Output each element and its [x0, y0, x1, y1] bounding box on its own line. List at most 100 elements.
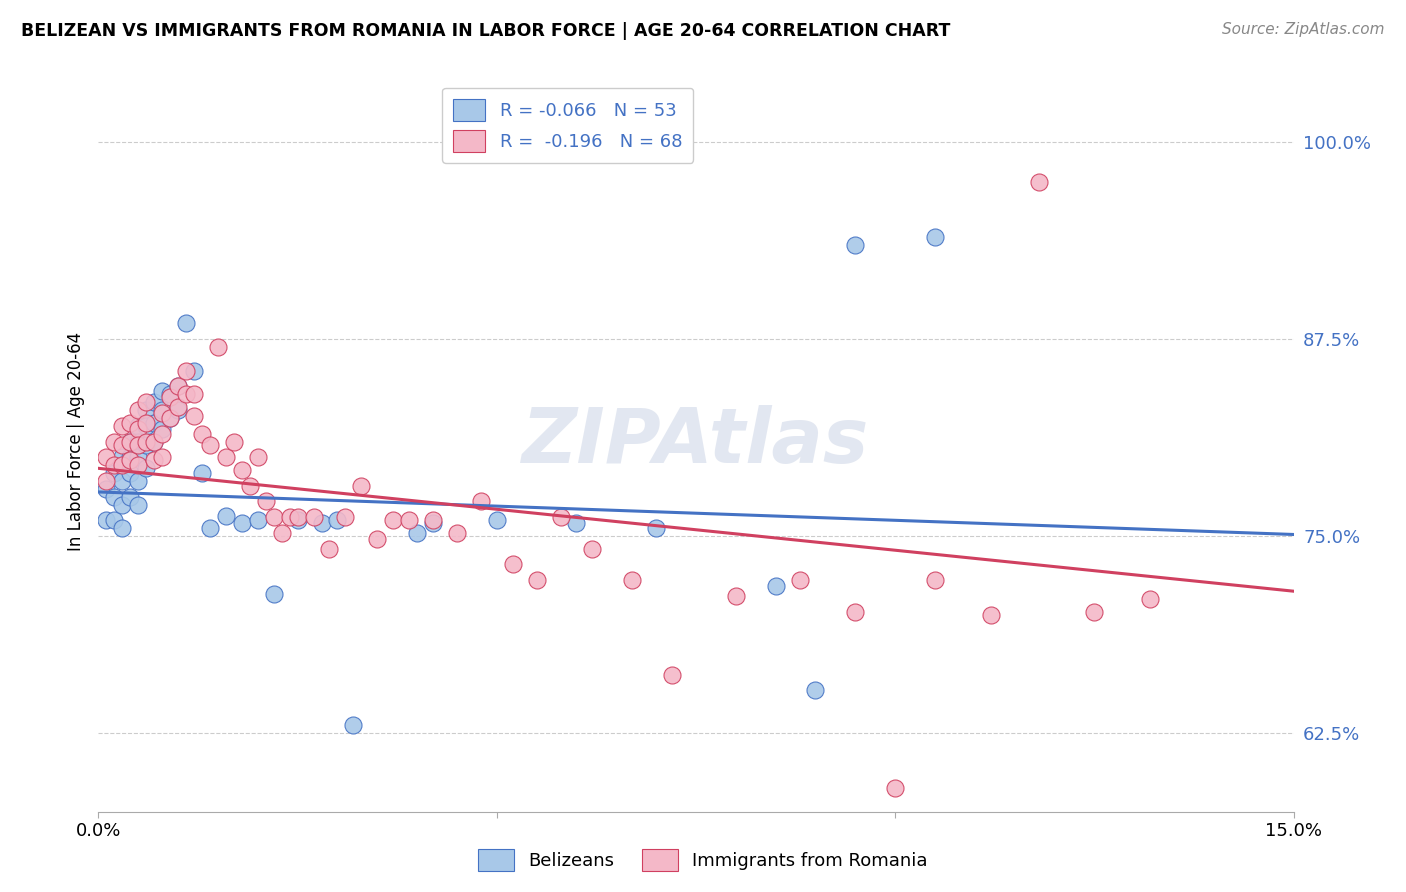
Point [143, 453, 166, 467]
Point [111, 474, 134, 488]
Point [159, 387, 181, 401]
Point [103, 490, 125, 504]
Point [96, 474, 118, 488]
Point [120, 453, 142, 467]
Point [150, 450, 173, 465]
Point [127, 450, 149, 465]
Point [191, 426, 214, 441]
Point [382, 513, 405, 527]
Point [1083, 605, 1105, 619]
Point [231, 463, 253, 477]
Point [174, 317, 197, 331]
Point [398, 513, 420, 527]
Point [422, 513, 444, 527]
Point [844, 237, 866, 252]
Point [143, 434, 166, 449]
Point [135, 395, 157, 409]
Point [150, 426, 173, 441]
Point [183, 387, 205, 401]
Point [127, 458, 149, 472]
Point [150, 406, 173, 420]
Point [924, 573, 946, 587]
Point [127, 418, 149, 433]
Point [254, 494, 277, 508]
Point [246, 450, 269, 465]
Point [127, 498, 149, 512]
Point [150, 384, 173, 398]
Point [844, 605, 866, 619]
Point [318, 541, 340, 556]
Point [470, 494, 492, 508]
Point [191, 466, 214, 480]
Point [111, 418, 134, 433]
Point [215, 450, 238, 465]
Point [645, 521, 668, 535]
Point [326, 513, 349, 527]
Point [120, 434, 142, 449]
Point [446, 525, 468, 540]
Text: ZIPAtlas: ZIPAtlas [522, 405, 870, 478]
Point [581, 541, 603, 556]
Point [135, 416, 157, 430]
Point [215, 508, 238, 523]
Point [159, 391, 181, 405]
Point [207, 340, 229, 354]
Point [239, 478, 262, 492]
Point [167, 379, 190, 393]
Point [924, 229, 946, 244]
Point [884, 781, 907, 796]
Point [246, 513, 269, 527]
Point [231, 516, 253, 531]
Point [120, 490, 142, 504]
Point [804, 683, 827, 698]
Point [311, 516, 333, 531]
Point [120, 416, 142, 430]
Point [127, 422, 149, 436]
Point [111, 450, 134, 465]
Point [103, 466, 125, 480]
Point [167, 400, 190, 414]
Point [263, 510, 285, 524]
Point [198, 438, 221, 452]
Point [661, 667, 683, 681]
Point [135, 418, 157, 433]
Point [406, 525, 429, 540]
Point [565, 516, 588, 531]
Point [143, 395, 166, 409]
Point [111, 458, 134, 472]
Point [111, 521, 134, 535]
Point [366, 532, 388, 546]
Point [103, 513, 125, 527]
Text: BELIZEAN VS IMMIGRANTS FROM ROMANIA IN LABOR FORCE | AGE 20-64 CORRELATION CHART: BELIZEAN VS IMMIGRANTS FROM ROMANIA IN L… [21, 22, 950, 40]
Text: Source: ZipAtlas.com: Source: ZipAtlas.com [1222, 22, 1385, 37]
Point [150, 403, 173, 417]
Point [350, 478, 373, 492]
Point [96, 482, 118, 496]
Point [278, 510, 301, 524]
Point [135, 461, 157, 475]
Point [111, 438, 134, 452]
Point [183, 364, 205, 378]
Point [980, 607, 1002, 622]
Point [127, 403, 149, 417]
Point [135, 403, 157, 417]
Point [135, 434, 157, 449]
Y-axis label: In Labor Force | Age 20-64: In Labor Force | Age 20-64 [66, 332, 84, 551]
Point [422, 516, 444, 531]
Point [1139, 592, 1161, 607]
Point [103, 434, 125, 449]
Point [167, 403, 190, 417]
Point [485, 513, 508, 527]
Point [287, 510, 309, 524]
Point [143, 434, 166, 449]
Point [167, 379, 190, 393]
Point [159, 411, 181, 425]
Point [621, 573, 644, 587]
Legend: R = -0.066   N = 53, R =  -0.196   N = 68: R = -0.066 N = 53, R = -0.196 N = 68 [441, 87, 693, 162]
Point [270, 525, 292, 540]
Point [120, 434, 142, 449]
Point [159, 411, 181, 425]
Point [135, 438, 157, 452]
Point [198, 521, 221, 535]
Point [342, 718, 364, 732]
